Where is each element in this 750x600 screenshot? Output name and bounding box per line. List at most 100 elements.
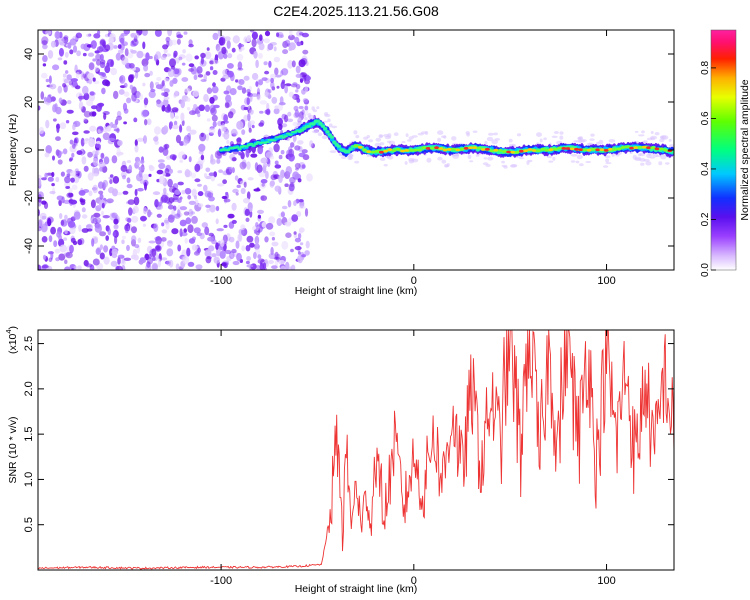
noise-blob <box>210 154 214 163</box>
noise-blob <box>187 261 195 267</box>
noise-blob <box>156 100 164 108</box>
signal-band <box>272 139 277 142</box>
noise-blob <box>198 143 206 152</box>
noise-blob <box>188 39 193 46</box>
noise-blob <box>106 62 110 67</box>
noise-blob <box>576 154 583 160</box>
noise-blob <box>103 112 107 120</box>
noise-blob <box>136 50 144 59</box>
noise-blob <box>43 201 49 209</box>
noise-blob <box>191 172 196 179</box>
noise-blob <box>156 169 164 175</box>
noise-blob <box>444 163 449 168</box>
colorbar-tick-label: 0.2 <box>700 212 711 226</box>
noise-blob <box>126 244 130 252</box>
noise-blob <box>188 156 192 163</box>
noise-blob <box>487 156 494 161</box>
noise-blob <box>411 135 418 138</box>
noise-blob <box>264 236 269 243</box>
noise-blob <box>150 88 156 93</box>
noise-blob <box>65 70 69 74</box>
noise-blob <box>183 228 187 233</box>
noise-blob <box>295 167 299 171</box>
signal-peak <box>599 148 605 152</box>
noise-blob <box>194 163 201 172</box>
noise-blob <box>646 153 653 159</box>
x-tick-label: -100 <box>210 275 232 287</box>
noise-blob <box>87 52 95 57</box>
noise-blob <box>284 85 288 94</box>
noise-blob <box>268 216 276 224</box>
noise-blob <box>273 56 281 63</box>
noise-blob <box>290 142 295 148</box>
noise-blob <box>45 78 50 83</box>
noise-blob <box>95 53 102 61</box>
noise-blob <box>660 135 667 140</box>
noise-blob <box>570 160 576 163</box>
noise-blob <box>241 129 246 135</box>
noise-blob <box>294 246 302 251</box>
noise-blob <box>93 212 101 218</box>
noise-blob <box>213 256 220 264</box>
noise-blob <box>264 88 271 98</box>
noise-blob <box>280 211 285 218</box>
noise-blob <box>138 166 145 171</box>
noise-blob <box>217 129 222 137</box>
noise-blob <box>121 235 126 240</box>
noise-blob <box>249 210 253 218</box>
noise-blob <box>278 102 286 106</box>
noise-blob <box>82 85 89 95</box>
noise-blob <box>236 184 241 188</box>
noise-blob <box>329 123 333 128</box>
noise-blob <box>190 211 195 215</box>
noise-blob <box>82 52 87 57</box>
noise-blob <box>122 175 126 180</box>
noise-blob <box>53 118 57 122</box>
noise-blob <box>130 50 137 54</box>
noise-blob <box>186 247 191 257</box>
noise-blob <box>41 177 47 181</box>
noise-blob <box>144 72 151 78</box>
signal-peak <box>658 147 664 151</box>
noise-blob <box>253 50 258 59</box>
noise-blob <box>559 135 564 140</box>
noise-blob <box>204 51 212 60</box>
noise-blob <box>179 124 183 133</box>
noise-blob <box>75 32 83 39</box>
noise-blob <box>277 117 283 126</box>
exponent-close: ) <box>7 326 19 330</box>
noise-blob <box>291 214 299 222</box>
noise-blob <box>158 146 164 153</box>
noise-blob <box>207 192 214 198</box>
noise-blob <box>280 150 285 155</box>
noise-blob <box>526 160 530 166</box>
noise-blob <box>182 49 186 54</box>
noise-blob <box>171 107 179 113</box>
noise-blob <box>97 102 105 107</box>
noise-blob <box>288 148 295 158</box>
signal-peak <box>379 150 384 154</box>
noise-blob <box>287 118 294 123</box>
noise-blob <box>69 139 74 145</box>
noise-blob <box>198 203 204 208</box>
noise-blob <box>155 84 164 90</box>
noise-blob <box>55 176 60 183</box>
noise-blob <box>125 217 130 222</box>
noise-blob <box>157 159 165 163</box>
noise-blob <box>59 151 64 155</box>
noise-blob <box>182 139 188 146</box>
noise-blob <box>257 214 261 219</box>
noise-blob <box>196 66 203 74</box>
noise-blob <box>184 237 188 244</box>
noise-blob <box>211 85 219 94</box>
noise-blob <box>81 207 86 213</box>
noise-blob <box>220 239 225 247</box>
noise-blob <box>237 61 243 70</box>
noise-blob <box>60 171 65 177</box>
noise-blob <box>66 100 72 105</box>
noise-blob <box>294 109 300 118</box>
noise-blob <box>112 176 120 184</box>
noise-blob <box>543 137 547 141</box>
noise-blob <box>123 257 132 261</box>
noise-blob <box>44 172 48 178</box>
